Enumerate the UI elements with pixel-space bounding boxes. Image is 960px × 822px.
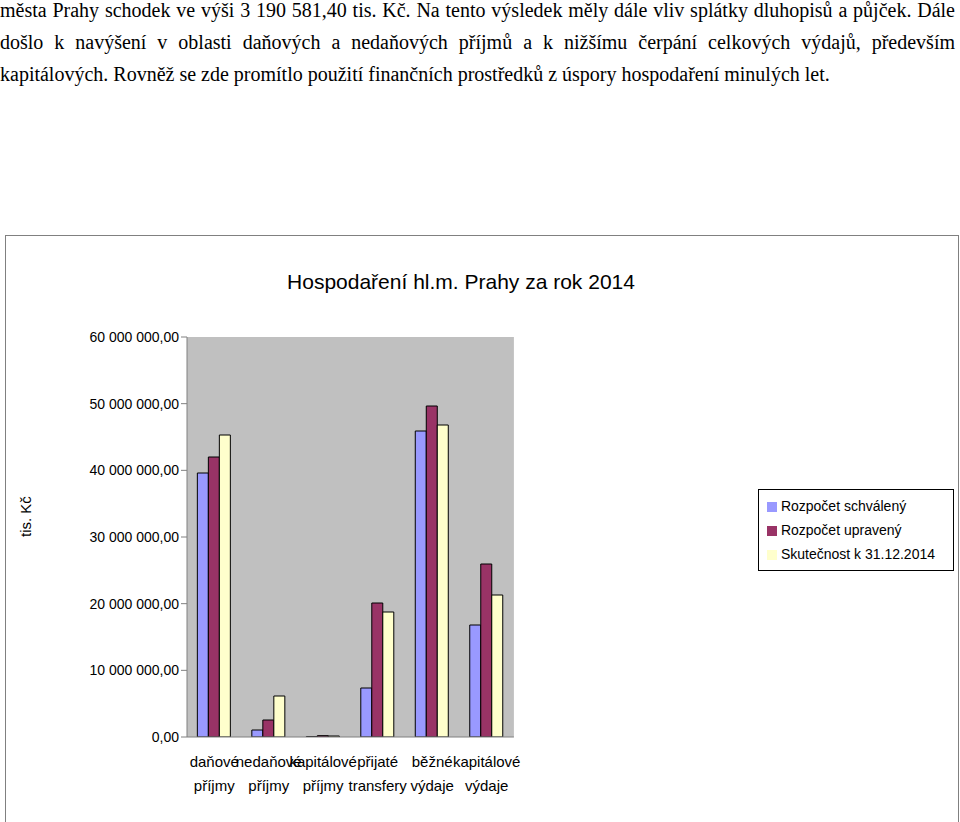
html-text:Skutečnost k 31.12.2014: Skutečnost k 31.12.2014	[780, 545, 935, 562]
html-text:města Prahy schodek ve výši 3: města Prahy schodek ve výši 3 190 581,40…	[0, 0, 955, 85]
html-text:nedaňové: nedaňové	[235, 753, 302, 770]
svg-text:běžnévýdaje: běžnévýdaje	[410, 753, 453, 794]
html-text:Hospodaření hl.m. Prahy za rok: Hospodaření hl.m. Prahy za rok 2014	[287, 270, 635, 293]
svg-text:60 000 000,00: 60 000 000,00	[89, 329, 179, 345]
svg-text:20 000 000,00: 20 000 000,00	[89, 596, 179, 612]
html-text:příjmy: příjmy	[248, 777, 290, 794]
svg-text:daňovépříjmy: daňovépříjmy	[190, 753, 239, 794]
html-text:Rozpočet schválený: Rozpočet schválený	[780, 497, 907, 514]
svg-text:40 000 000,00: 40 000 000,00	[89, 462, 179, 478]
html-text:Rozpočet upravený: Rozpočet upravený	[780, 521, 902, 538]
svg-text:30 000 000,00: 30 000 000,00	[89, 529, 179, 545]
svg-text:kapitálovévýdaje: kapitálovévýdaje	[453, 753, 521, 794]
svg-text:tis. Kč: tis. Kč	[17, 496, 34, 537]
svg-text:přijatétransfery: přijatétransfery	[349, 753, 408, 794]
svg-text:10 000 000,00: 10 000 000,00	[89, 662, 179, 678]
svg-text:kapitálovépříjmy: kapitálovépříjmy	[289, 753, 357, 794]
svg-text:50 000 000,00: 50 000 000,00	[89, 396, 179, 412]
svg-text:0,00: 0,00	[152, 729, 179, 745]
